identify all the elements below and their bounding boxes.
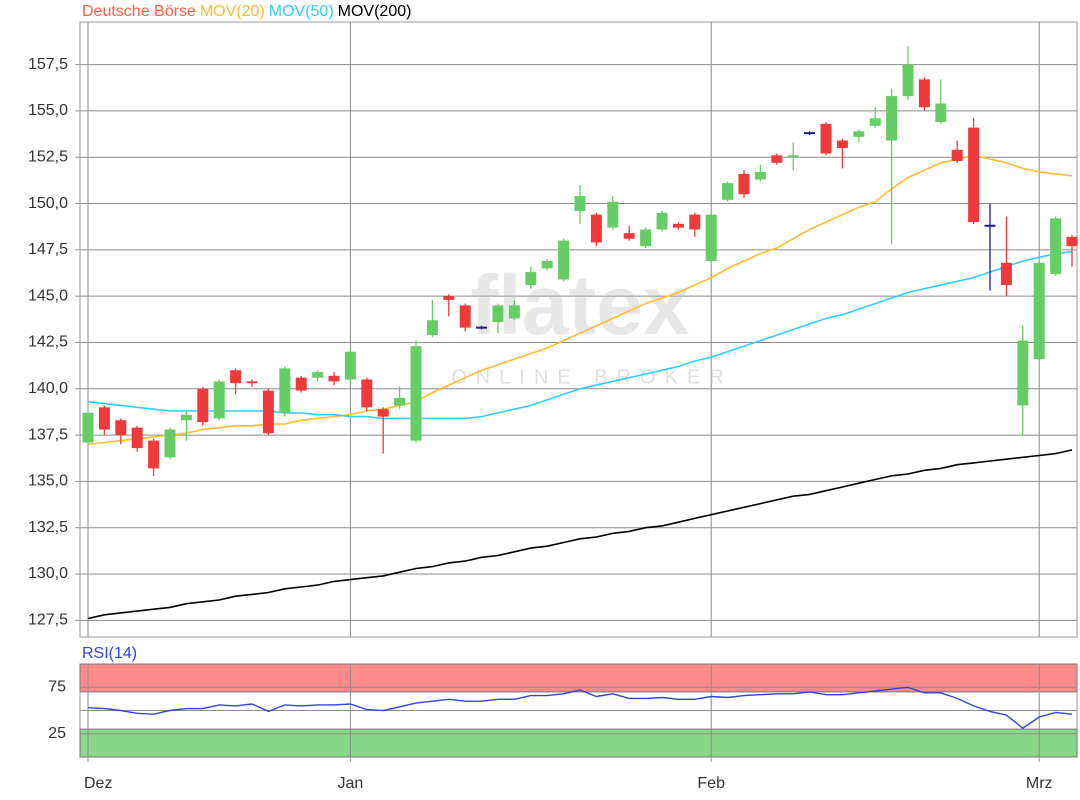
x-tick-label: Feb (697, 775, 725, 792)
rsi-label: RSI(14) (82, 645, 137, 662)
candle-body (1000, 262, 1012, 286)
candle-body (672, 223, 684, 228)
candle-body (410, 346, 422, 441)
candle-body (574, 196, 586, 211)
x-tick-label: Mrz (1026, 775, 1053, 792)
ma-line (87, 154, 1073, 446)
candle-body (1033, 262, 1045, 360)
candle-body (246, 381, 258, 384)
candle-body (869, 118, 881, 126)
candle-body (705, 214, 717, 261)
y-tick-label: 142,5 (28, 334, 68, 351)
candle-body (590, 214, 602, 243)
candle-body (525, 272, 537, 286)
candle-body (148, 440, 160, 469)
candle-body (640, 229, 652, 247)
candle-body (394, 398, 406, 406)
candle-body (607, 201, 619, 228)
legend: Deutsche Börse MOV(20) MOV(50) MOV(200) (82, 3, 411, 20)
candle-body (164, 429, 176, 458)
candle-body (180, 414, 192, 421)
candle-body (279, 368, 291, 413)
candle-body (853, 131, 865, 137)
y-tick-label: 147,5 (28, 241, 68, 258)
candle-body (541, 260, 553, 269)
candle-body (1017, 340, 1029, 406)
candle-body (1050, 218, 1062, 274)
candle-body (213, 381, 225, 419)
candle-body (312, 372, 324, 378)
candle-body (968, 127, 980, 223)
y-tick-label: 150,0 (28, 195, 68, 212)
candle-body (508, 305, 520, 319)
candle-body (935, 103, 947, 123)
y-tick-label: 137,5 (28, 426, 68, 443)
watermark: flatex ONLINE BROKER (451, 258, 732, 388)
x-tick-label: Dez (84, 775, 112, 792)
y-tick-label: 157,5 (28, 56, 68, 73)
candle-body (492, 305, 504, 323)
legend-entry: MOV(50) (269, 3, 334, 20)
main-plot-frame (79, 21, 1078, 638)
y-tick-label: 75 (48, 678, 66, 695)
candle-body (426, 320, 438, 336)
candle-body (131, 427, 143, 449)
y-tick-label: 152,5 (28, 148, 68, 165)
candle-body (377, 409, 389, 417)
y-tick-label: 127,5 (28, 612, 68, 629)
legend-entry: MOV(20) (200, 3, 265, 20)
candle-body (459, 305, 471, 328)
y-tick-label: 25 (48, 725, 66, 742)
legend-entry: Deutsche Börse (82, 3, 196, 20)
candle-body (82, 412, 94, 443)
ma-line (87, 250, 1073, 420)
candle-body (820, 123, 832, 154)
y-tick-label: 140,0 (28, 380, 68, 397)
candle-body (197, 388, 209, 423)
candle-body (361, 379, 373, 408)
candle-body (656, 212, 668, 230)
candle-body (98, 407, 110, 430)
candle-body (771, 155, 783, 163)
candle-body (886, 96, 898, 141)
candle-body (230, 370, 242, 384)
x-tick-label: Jan (338, 775, 364, 792)
candle-body (738, 173, 750, 195)
y-tick-label: 132,5 (28, 519, 68, 536)
candle-body (262, 390, 274, 434)
candle-body (1066, 236, 1078, 247)
candle-body (918, 79, 930, 108)
candle-body (558, 240, 570, 280)
candle-body (295, 377, 307, 391)
y-tick-label: 130,0 (28, 565, 68, 582)
ma-line (87, 449, 1073, 620)
candle-body (787, 155, 799, 158)
rsi-line (87, 686, 1073, 730)
candle-body (623, 233, 635, 239)
candle-body (902, 64, 914, 97)
y-tick-label: 135,0 (28, 473, 68, 490)
candle-body (754, 172, 766, 180)
watermark-tagline: ONLINE BROKER (451, 366, 732, 388)
candle-body (443, 296, 455, 300)
legend-entry: MOV(200) (338, 3, 412, 20)
watermark-logo: flatex (470, 258, 690, 352)
y-tick-label: 155,0 (28, 102, 68, 119)
candle-body (344, 351, 356, 380)
candle-body (722, 183, 734, 200)
candle-body (951, 149, 963, 161)
y-tick-label: 145,0 (28, 287, 68, 304)
candle-body (115, 420, 127, 436)
candle-body (328, 375, 340, 382)
candle-body (689, 214, 701, 230)
candle-body (836, 140, 848, 148)
